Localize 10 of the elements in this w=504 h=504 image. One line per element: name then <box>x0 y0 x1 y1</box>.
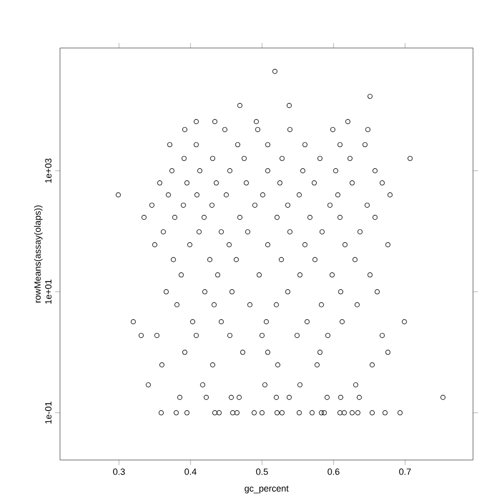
x-tick-label: 0.4 <box>184 468 196 475</box>
y-tick-label: 1e-01 <box>45 402 52 424</box>
x-tick-label: 0.6 <box>328 468 340 475</box>
y-axis-title: rowMeans(assay(olaps)) <box>34 205 42 302</box>
x-tick-label: 0.5 <box>256 468 268 475</box>
y-tick-label: 1e+01 <box>45 280 52 304</box>
x-tick-label: 0.3 <box>113 468 125 475</box>
x-axis-title: gc_percent <box>244 486 289 494</box>
x-tick-label: 0.7 <box>399 468 411 475</box>
y-tick-label: 1e+03 <box>45 158 52 183</box>
